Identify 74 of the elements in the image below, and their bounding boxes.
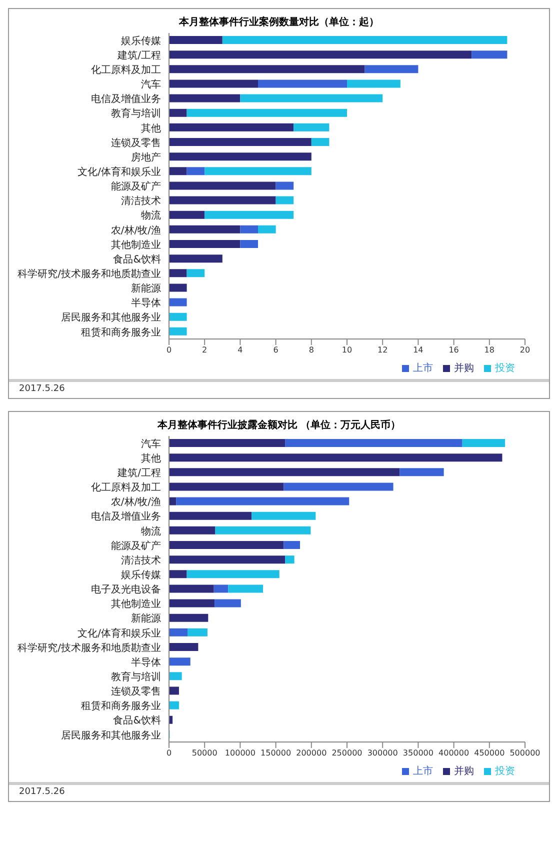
y-tick-label: 物流 [141, 210, 161, 222]
y-tick-label: 科学研究/技术服务和地质勘查业 [18, 268, 161, 280]
y-tick-label: 汽车 [141, 438, 161, 450]
y-tick-label: 新能源 [131, 282, 161, 295]
x-tick-label: 18 [484, 346, 494, 355]
x-tick-label: 2 [202, 346, 208, 355]
y-tick-label: 新能源 [131, 612, 161, 625]
x-tick-label: 8 [308, 346, 314, 355]
y-tick-label: 食品&饮料 [113, 714, 161, 727]
x-tick-label: 12 [378, 346, 388, 355]
y-tick-label: 半导体 [131, 297, 161, 310]
x-tick-label: 20 [520, 346, 530, 355]
chart-title: 本月整体事件行业披露金额对比 （单位：万元人民币） [156, 418, 402, 432]
y-tick-label: 电信及增值业务 [91, 93, 161, 106]
y-tick-label: 文化/体育和娱乐业 [78, 166, 161, 178]
y-tick-label: 汽车 [141, 78, 161, 91]
text: 2017.5.26 [9, 782, 549, 801]
x-tick-label: 500000 [510, 748, 540, 758]
y-tick-label: 建筑/工程 [116, 49, 161, 62]
y-tick-label: 农/林/牧/渔 [110, 496, 161, 508]
legend-label: 投资 [495, 766, 515, 777]
x-tick-label: 100000 [224, 748, 256, 758]
chart-title: 本月整体事件行业案例数量对比（单位：起） [178, 15, 380, 29]
y-tick-label: 其他制造业 [111, 238, 161, 251]
y-tick-label: 文化/体育和娱乐业 [78, 627, 161, 640]
legend-label: 并购 [454, 363, 474, 374]
x-tick-label: 300000 [367, 748, 398, 758]
legend-label: 投资 [495, 363, 515, 374]
legend-label: 上市 [413, 363, 433, 374]
y-tick-label: 其他 [141, 452, 161, 464]
x-tick-label: 6 [273, 346, 278, 355]
y-tick-label: 其他制造业 [111, 598, 161, 610]
y-tick-label: 清洁技术 [121, 195, 161, 208]
text: 2017.5.26 [9, 379, 549, 398]
x-tick-label: 16 [448, 346, 459, 355]
x-tick-label: 0 [166, 346, 172, 355]
y-tick-label: 食品&饮料 [113, 253, 161, 266]
x-tick-label: 350000 [402, 748, 434, 758]
y-tick-label: 娱乐传媒 [121, 34, 161, 47]
y-tick-label: 半导体 [131, 656, 161, 668]
x-tick-label: 250000 [332, 748, 362, 758]
y-tick-label: 物流 [141, 525, 161, 538]
y-tick-label: 能源及矿产 [111, 540, 161, 552]
y-tick-label: 教育与培训 [111, 670, 161, 683]
x-tick-label: 200000 [296, 748, 327, 758]
y-tick-label: 电信及增值业务 [91, 510, 161, 523]
x-tick-label: 4 [238, 346, 243, 355]
y-tick-label: 科学研究/技术服务和地质勘查业 [18, 642, 161, 654]
y-tick-label: 清洁技术 [121, 554, 161, 566]
y-tick-label: 化工原料及加工 [91, 64, 161, 76]
y-tick-label: 租赁和商务服务业 [81, 326, 161, 338]
y-tick-label: 电子及光电设备 [91, 584, 161, 596]
y-tick-label: 化工原料及加工 [91, 482, 161, 494]
y-tick-label: 教育与培训 [111, 108, 161, 120]
x-tick-label: 400000 [438, 748, 470, 758]
y-tick-label: 娱乐传媒 [121, 568, 161, 581]
x-tick-label: 450000 [474, 748, 505, 758]
y-tick-label: 连锁及零售 [111, 136, 161, 149]
y-tick-label: 居民服务和其他服务业 [61, 312, 161, 324]
y-tick-label: 其他 [141, 122, 161, 134]
y-tick-label: 农/林/牧/渔 [110, 224, 161, 236]
x-tick-label: 50000 [192, 748, 218, 758]
y-tick-label: 能源及矿产 [111, 180, 161, 193]
x-tick-label: 10 [342, 346, 352, 355]
y-tick-label: 房地产 [131, 151, 161, 164]
y-tick-label: 居民服务和其他服务业 [61, 729, 161, 742]
y-tick-label: 连锁及零售 [111, 686, 161, 698]
legend-label: 并购 [454, 766, 474, 777]
x-tick-label: 14 [413, 346, 424, 355]
y-tick-label: 建筑/工程 [116, 466, 161, 479]
x-tick-label: 150000 [260, 748, 292, 758]
y-tick-label: 租赁和商务服务业 [81, 700, 161, 712]
x-tick-label: 0 [166, 748, 172, 758]
legend-label: 上市 [413, 766, 433, 777]
